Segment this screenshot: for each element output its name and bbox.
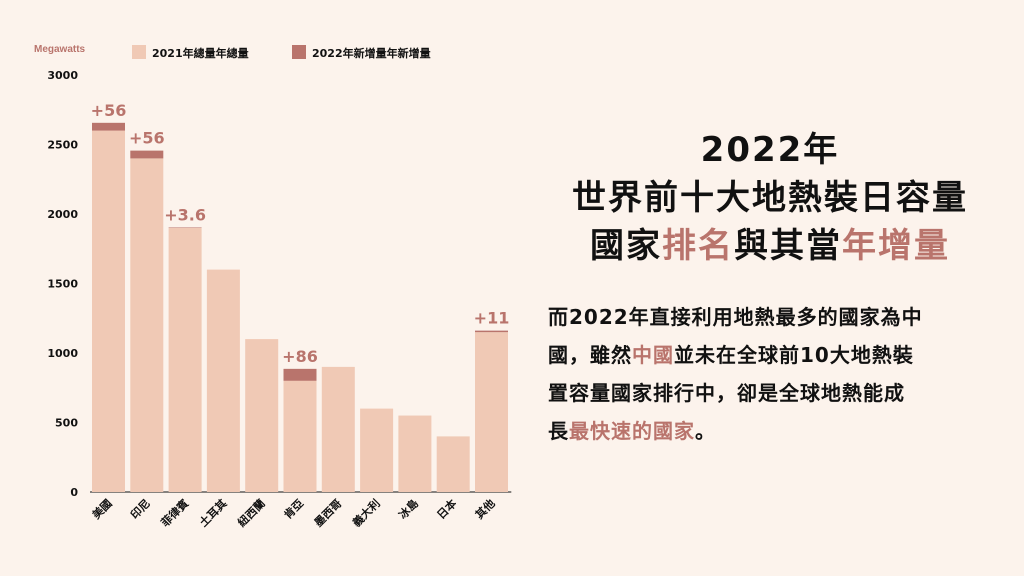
bar-total (360, 408, 394, 492)
bar-added (283, 368, 317, 381)
x-tick-label: 日本 (434, 496, 459, 521)
bar-total (245, 339, 279, 492)
body-highlight-china: 中國 (632, 343, 674, 367)
x-tick-label: 其他 (472, 496, 497, 521)
y-tick-label: 3000 (47, 69, 78, 82)
x-tick-label: 印尼 (128, 497, 153, 522)
bar-chart: Megawatts 2021年總量年總量 2022年新增量年新增量 0 500 1000 1… (34, 44, 512, 530)
y-axis-label: Megawatts (34, 44, 86, 55)
title-line-3: 國家排名與其當年增量 (530, 222, 1010, 270)
bar-added (475, 330, 508, 333)
bar-total (321, 366, 355, 492)
bar-total (283, 380, 317, 492)
y-tick-label: 2000 (47, 208, 78, 221)
bar-total (168, 227, 202, 492)
x-tick-label: 肯亞 (281, 496, 306, 521)
body-line-1: 而2022年直接利用地熱最多的國家為中 (548, 305, 923, 329)
body-line-4-part-3: 。 (695, 419, 716, 443)
body-line-4: 長最快速的國家。 (548, 412, 998, 450)
data-label: +86 (282, 347, 318, 366)
legend-swatch-1 (132, 45, 146, 59)
body-line-3: 置容量國家排行中，卻是全球地熱能成 (548, 381, 905, 405)
x-tick-label: 紐西蘭 (235, 496, 268, 529)
x-tick-label: 菲律賓 (158, 496, 191, 529)
bar-total (436, 436, 470, 492)
bar-added (168, 227, 202, 228)
data-label: +56 (91, 101, 127, 120)
y-tick-label: 2500 (47, 139, 78, 152)
title-line-3-part-1: 國家 (590, 226, 662, 266)
x-tick-label: 義大利 (349, 496, 382, 529)
legend-label-2: 2022年新增量年新增量 (312, 46, 431, 60)
y-tick-label: 500 (55, 417, 78, 430)
title-highlight-increase: 年增量 (842, 226, 950, 266)
title-line-1: 2022年 (700, 130, 840, 170)
bar-total (398, 415, 432, 492)
body-line-4-part-1: 長 (548, 419, 569, 443)
x-tick-label: 美國 (89, 496, 114, 521)
bar-total (475, 332, 508, 492)
x-tick-label: 冰島 (396, 496, 421, 521)
data-label: +3.6 (164, 205, 206, 224)
y-tick-label: 1500 (47, 278, 78, 291)
data-label: +11 (474, 309, 510, 328)
bar-added (92, 122, 125, 131)
x-tick-label: 墨西哥 (312, 497, 345, 530)
legend-label-1: 2021年總量年總量 (152, 46, 249, 60)
bar-total (130, 158, 164, 492)
title-highlight-ranking: 排名 (662, 226, 734, 266)
title-line-2: 世界前十大地熱裝日容量 (572, 178, 968, 218)
body-line-2-part-1: 國，雖然 (548, 343, 632, 367)
bar-total (92, 130, 125, 492)
body-line-2-part-3: 並未在全球前10大地熱裝 (674, 343, 914, 367)
y-tick-label: 1000 (47, 347, 78, 360)
body-line-2: 國，雖然中國並未在全球前10大地熱裝 (548, 336, 998, 374)
data-label: +56 (129, 129, 165, 148)
y-tick-label: 0 (70, 486, 78, 499)
bar-added (130, 150, 164, 159)
title-line-3-part-3: 與其當 (734, 226, 842, 266)
legend-swatch-2 (292, 45, 306, 59)
x-tick-label: 土耳其 (196, 496, 229, 529)
body-highlight-fastest: 最快速的國家 (569, 419, 695, 443)
bar-total (206, 269, 240, 492)
